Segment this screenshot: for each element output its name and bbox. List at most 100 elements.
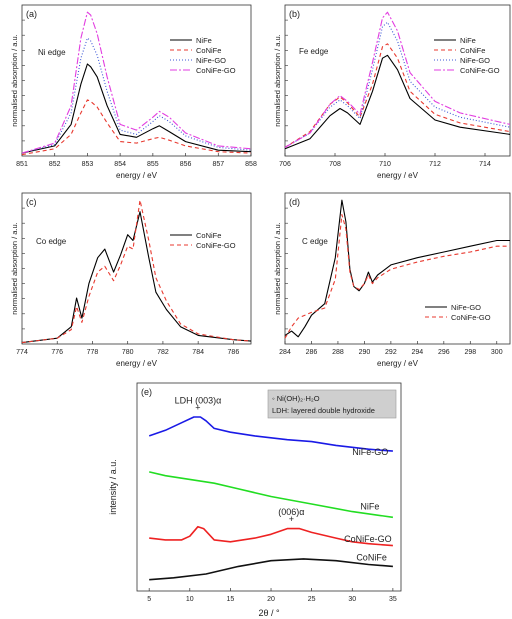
panel-a-ni-edge: 851 852 853 854 855 856 857 858 energy / eV norma… <box>10 4 257 180</box>
x-axis-label: energy / eV <box>377 359 419 368</box>
legend-label: NiFe <box>196 36 212 45</box>
x-tick-label: 30 <box>348 596 356 603</box>
series-line-nife-go <box>284 21 511 148</box>
x-tick-label: 710 <box>379 161 391 168</box>
x-tick-label: 774 <box>16 349 28 356</box>
edge-annotation: Co edge <box>36 237 67 246</box>
x-tick-label: 782 <box>157 349 169 356</box>
series-line-conife-go <box>21 11 252 154</box>
panel-label: (e) <box>141 387 152 397</box>
peak-marker: + <box>289 514 294 524</box>
x-tick-label: 290 <box>359 349 371 356</box>
x-tick-label: 25 <box>308 596 316 603</box>
x-tick-label: 856 <box>180 161 192 168</box>
edge-annotation: Fe edge <box>299 47 329 56</box>
x-axis-label: energy / eV <box>377 171 419 180</box>
panel-c-co-edge: 774 776 778 780 782 784 786 energy / eV normalis… <box>10 192 252 368</box>
x-tick-label: 35 <box>389 596 397 603</box>
legend-label: CoNiFe-GO <box>196 66 236 75</box>
x-axis-label: energy / eV <box>116 359 158 368</box>
y-axis-label: normalised absorption / a.u. <box>10 222 19 315</box>
x-tick-label: 298 <box>464 349 476 356</box>
x-tick-label: 300 <box>491 349 503 356</box>
x-tick-label: 851 <box>16 161 28 168</box>
legend-box-text: LDH: layered double hydroxide <box>272 406 375 415</box>
series-label: NiFe-GO <box>352 447 388 457</box>
series-line-nife-go <box>284 199 510 338</box>
series-label: CoNiFe <box>356 553 387 563</box>
x-tick-label: 286 <box>306 349 318 356</box>
legend-box <box>267 389 397 419</box>
x-tick-label: 15 <box>227 596 235 603</box>
x-tick-label: 857 <box>212 161 224 168</box>
x-tick-label: 855 <box>147 161 159 168</box>
legend-label: CoNiFe <box>196 46 221 55</box>
legend-label: NiFe-GO <box>196 56 226 65</box>
x-tick-label: 858 <box>245 161 257 168</box>
series-line-conife <box>21 211 252 344</box>
edge-annotation: Ni edge <box>38 48 66 57</box>
legend-label: CoNiFe-GO <box>451 313 491 322</box>
panel-label: (a) <box>26 9 37 19</box>
y-axis-label: normalised absorption / a.u. <box>273 222 282 315</box>
legend-label: CoNiFe-GO <box>460 66 500 75</box>
series-line-nife <box>21 63 252 154</box>
x-tick-label: 853 <box>82 161 94 168</box>
x-tick-label: 714 <box>479 161 491 168</box>
y-axis-label: intensity / a.u. <box>108 459 118 515</box>
x-tick-label: 5 <box>147 596 151 603</box>
series-line-nife-go <box>148 416 393 452</box>
x-tick-label: 296 <box>438 349 450 356</box>
y-axis-label: normalised absorption / a.u. <box>273 34 282 127</box>
x-tick-label: 712 <box>429 161 441 168</box>
panel-label: (b) <box>289 9 300 19</box>
x-tick-label: 20 <box>267 596 275 603</box>
x-tick-label: 776 <box>51 349 63 356</box>
x-tick-label: 778 <box>87 349 99 356</box>
series-line-conife-go <box>284 214 510 339</box>
x-tick-label: 786 <box>228 349 240 356</box>
panel-label: (d) <box>289 197 300 207</box>
series-line-conife-go <box>284 11 511 148</box>
peak-label: (006)α <box>278 507 304 517</box>
panel-d-c-edge: 284 286 288 290 292 294 296 298 300 energy / eV no… <box>273 192 511 368</box>
x-tick-label: 784 <box>192 349 204 356</box>
legend-label: CoNiFe <box>196 231 221 240</box>
edge-annotation: C edge <box>302 237 328 246</box>
peak-marker: + <box>195 402 200 412</box>
series-line-conife <box>149 558 393 581</box>
panel-label: (c) <box>26 197 37 207</box>
plot-frame-b <box>284 4 511 157</box>
plot-frame-e <box>136 382 402 592</box>
x-tick-label: 780 <box>122 349 134 356</box>
series-label: NiFe <box>360 502 379 512</box>
legend-box-text: ◦ Ni(OH)₂·H₂O <box>272 394 320 403</box>
legend-label: CoNiFe <box>460 46 485 55</box>
plot-frame-c <box>21 192 252 345</box>
legend-label: CoNiFe-GO <box>196 241 236 250</box>
x-tick-label: 284 <box>279 349 291 356</box>
x-tick-label: 288 <box>332 349 344 356</box>
x-tick-label: 10 <box>186 596 194 603</box>
x-tick-label: 708 <box>329 161 341 168</box>
legend-label: NiFe-GO <box>451 303 481 312</box>
plot-frame-a <box>21 4 252 157</box>
legend-label: NiFe-GO <box>460 56 490 65</box>
panel-e-xrd: 5 10 15 20 25 30 35 2θ / ° intensity / a.u. (e) Ni… <box>108 382 402 618</box>
peak-label: LDH (003)α <box>175 395 222 405</box>
x-tick-label: 294 <box>412 349 424 356</box>
x-axis-label: 2θ / ° <box>258 608 280 618</box>
legend-label: NiFe <box>460 36 476 45</box>
series-line-nife <box>284 54 511 150</box>
x-tick-label: 852 <box>49 161 61 168</box>
panel-b-fe-edge: 706 708 710 712 714 energy / eV normalised abs… <box>273 4 511 180</box>
x-axis-label: energy / eV <box>116 171 158 180</box>
series-label: CoNiFe-GO <box>344 534 392 544</box>
series-line-conife-go <box>21 199 252 344</box>
series-line-conife-go <box>149 525 393 547</box>
x-tick-label: 706 <box>279 161 291 168</box>
y-axis-label: normalised absorption / a.u. <box>10 34 19 127</box>
series-line-conife <box>21 99 252 156</box>
series-line-nife <box>149 471 394 519</box>
